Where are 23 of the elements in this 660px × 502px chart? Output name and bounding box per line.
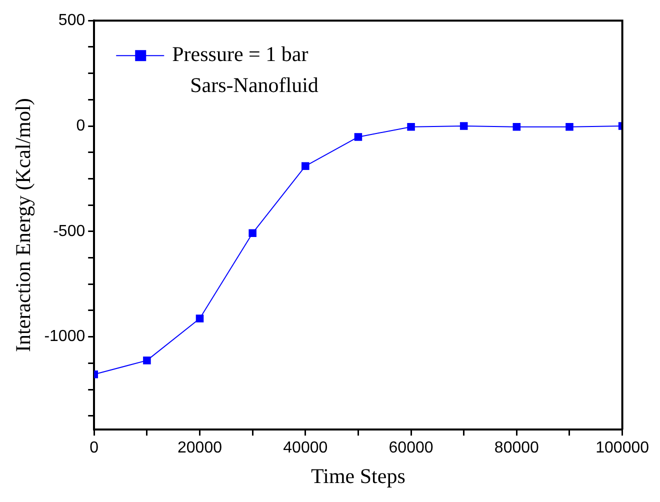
x-tick-label: 80000	[494, 440, 540, 457]
x-tick-label: 20000	[178, 440, 222, 457]
x-tick-label: 60000	[388, 440, 434, 457]
x-tick-label: 40000	[283, 440, 328, 457]
legend-label: Pressure = 1 bar	[172, 42, 308, 66]
point	[512, 122, 521, 131]
point	[354, 133, 362, 141]
y-tick-label: 500	[58, 12, 86, 30]
point	[143, 356, 151, 364]
y-axis-title: Interaction Energy (Kcal/mol)	[11, 98, 36, 352]
point	[248, 229, 256, 237]
point	[407, 122, 415, 131]
point	[302, 162, 310, 170]
y-tick-label: 0	[76, 117, 86, 134]
x-tick-label: 0	[90, 440, 99, 457]
x-axis-title: Time Steps	[311, 464, 406, 488]
point	[460, 122, 468, 130]
x-tick-label: 100000	[596, 440, 650, 457]
annotation: Sars-Nanofluid	[190, 73, 319, 98]
y-tick-label: -1000	[44, 328, 86, 346]
point	[196, 314, 204, 322]
point	[566, 122, 574, 131]
y-tick-label: -500	[53, 222, 86, 240]
